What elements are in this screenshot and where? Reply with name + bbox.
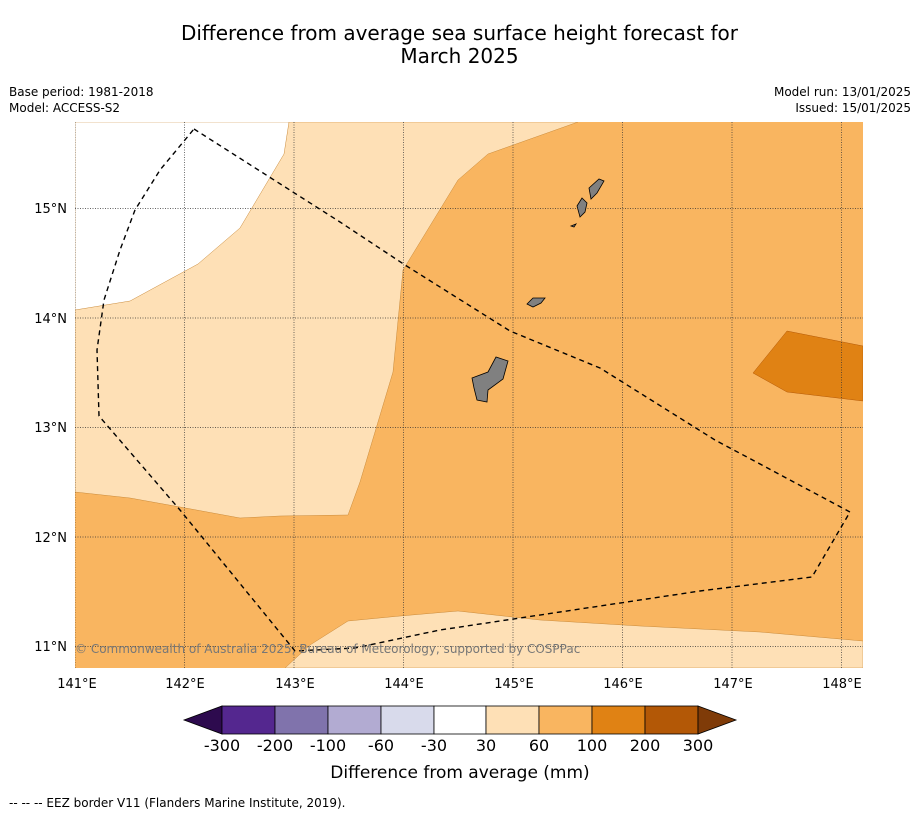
colorbar [182,705,738,735]
island-rota [526,297,546,308]
colorbar-label: -30 [421,736,447,755]
colorbar-bin [274,705,329,735]
colorbar-bin [221,705,276,735]
colorbar-bin [538,705,593,735]
islands [471,178,605,403]
meta-right: Model run: 13/01/2025 Issued: 15/01/2025 [774,84,911,116]
colorbar-label: 60 [529,736,549,755]
colorbar-label: -300 [204,736,240,755]
map-title: Difference from average sea surface heig… [0,22,919,68]
eez-border [96,128,851,652]
colorbar-label: -60 [368,736,394,755]
lon-label: 143°E [275,677,315,692]
lon-label: 141°E [57,677,97,692]
anomaly-30-60-region-south [284,610,863,668]
colorbar-bin [591,705,646,735]
latitude-labels: 15°N 14°N 13°N 12°N 11°N [34,202,67,655]
lon-label: 146°E [603,677,643,692]
lon-label: 147°E [713,677,753,692]
island-tinian [576,197,588,218]
lat-label: 15°N [34,202,67,217]
anomaly-near-zero-region [75,122,290,311]
lon-label: 148°E [822,677,862,692]
colorbar-bin [644,705,699,735]
map-title-line2: March 2025 [400,44,519,68]
colorbar-title: Difference from average (mm) [330,763,589,783]
colorbar-bin [327,705,382,735]
lon-label: 145°E [494,677,534,692]
colorbar-bin [485,705,540,735]
colorbar-bin [433,705,487,735]
colorbar-label: 200 [630,736,661,755]
issued-text: Issued: 15/01/2025 [795,101,911,115]
map-title-line1: Difference from average sea surface heig… [180,21,739,45]
colorbar-extend-low [182,705,223,735]
island-aguijan [569,223,578,228]
colorbar-label: 30 [476,736,496,755]
colorbar-label: 100 [577,736,608,755]
lat-label: 14°N [34,312,67,327]
lat-label: 11°N [34,640,67,655]
colorbar-extend-high [697,705,738,735]
eez-legend-text: -- -- -- EEZ border V11 (Flanders Marine… [9,796,346,810]
meta-left: Base period: 1981-2018 Model: ACCESS-S2 [9,84,154,116]
lat-label: 12°N [34,531,67,546]
lon-label: 144°E [384,677,424,692]
anomaly-100-200-region [752,330,863,402]
model-text: Model: ACCESS-S2 [9,101,121,115]
lat-label: 13°N [34,421,67,436]
island-guam [471,356,509,403]
island-saipan [588,178,605,200]
colorbar-label: -200 [257,736,293,755]
gridlines [75,122,863,668]
colorbar-label: 300 [683,736,714,755]
colorbar-labels: -300 -200 -100 -60 -30 30 60 100 200 300 [204,736,713,755]
copyright-text: © Commonwealth of Australia 2025, Bureau… [75,642,580,656]
base-period-text: Base period: 1981-2018 [9,85,154,99]
lon-label: 142°E [165,677,205,692]
longitude-labels: 141°E 142°E 143°E 144°E 145°E 146°E 147°… [57,677,862,692]
map-plot-area: © Commonwealth of Australia 2025, Bureau… [75,122,863,668]
colorbar-bin [380,705,435,735]
colorbar-label: -100 [310,736,346,755]
model-run-text: Model run: 13/01/2025 [773,85,911,99]
